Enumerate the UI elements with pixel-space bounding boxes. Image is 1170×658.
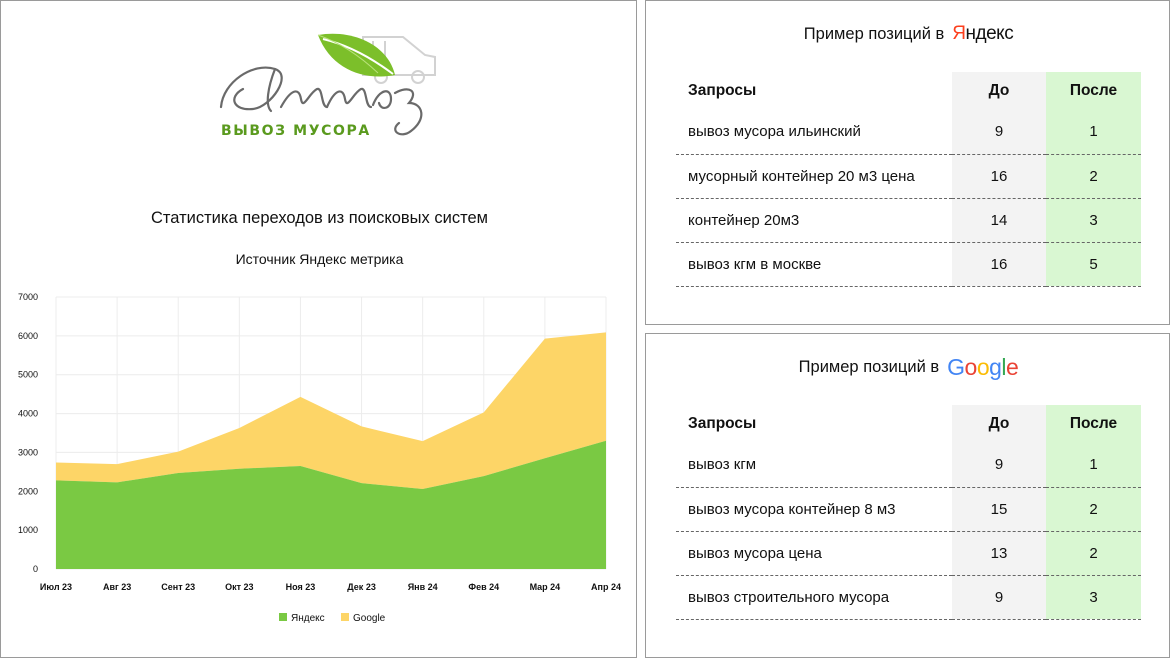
legend-swatch-yandex bbox=[279, 613, 287, 621]
google-logo: Google bbox=[947, 353, 1019, 381]
before-cell: 9 bbox=[952, 575, 1046, 620]
query-cell: мусорный контейнер 20 м3 цена bbox=[676, 154, 952, 199]
y-tick-label: 6000 bbox=[18, 331, 38, 341]
query-cell: вывоз строительного мусора bbox=[676, 575, 952, 620]
column-header-after: После bbox=[1046, 72, 1141, 110]
after-cell: 2 bbox=[1046, 531, 1141, 576]
y-tick-label: 1000 bbox=[18, 525, 38, 535]
query-cell: вывоз мусора контейнер 8 м3 bbox=[676, 487, 952, 532]
yandex-header-text: Пример позиций в bbox=[803, 24, 945, 43]
yandex-logo: Яндекс bbox=[952, 23, 1013, 45]
yandex-positions-panel: Пример позиций в Яндекс Запросы До После… bbox=[645, 0, 1170, 325]
column-header-queries: Запросы bbox=[688, 82, 757, 99]
chart-subtitle: Источник Яндекс метрика bbox=[235, 251, 404, 267]
query-cell: контейнер 20м3 bbox=[676, 198, 952, 243]
before-cell: 15 bbox=[952, 487, 1046, 532]
chart-title: Статистика переходов из поисковых систем bbox=[151, 209, 488, 227]
table-row: вывоз строительного мусора 9 3 bbox=[676, 575, 1141, 620]
google-logo-letter: o bbox=[964, 353, 978, 380]
legend-swatch-google bbox=[341, 613, 349, 621]
before-cell: 16 bbox=[952, 154, 1046, 199]
x-tick-label: Ноя 23 bbox=[286, 582, 316, 592]
google-logo-letter: e bbox=[1006, 353, 1019, 380]
query-cell: вывоз мусора ильинский bbox=[676, 110, 952, 155]
logo-script-lettering bbox=[219, 66, 423, 136]
yandex-logo-rest: ндекс bbox=[965, 23, 1014, 44]
query-cell: вывоз кгм bbox=[676, 443, 952, 488]
google-logo-letter: o bbox=[976, 353, 990, 380]
table-header-row: Запросы До После bbox=[676, 405, 1141, 443]
table-header-row: Запросы До После bbox=[676, 72, 1141, 110]
column-header-before: До bbox=[952, 405, 1046, 443]
statistics-panel: ВЫВОЗ МУСОРА Статистика переходов из пои… bbox=[0, 0, 637, 658]
query-cell: вывоз кгм в москве bbox=[676, 242, 952, 287]
after-cell: 2 bbox=[1046, 487, 1141, 532]
column-header-before: До bbox=[952, 72, 1046, 110]
yandex-area bbox=[56, 440, 606, 569]
x-tick-label: Окт 23 bbox=[225, 582, 253, 592]
before-cell: 16 bbox=[952, 242, 1046, 287]
after-cell: 5 bbox=[1046, 242, 1141, 287]
column-header-after: После bbox=[1046, 405, 1141, 443]
y-tick-label: 5000 bbox=[18, 370, 38, 380]
table-row: контейнер 20м3 14 3 bbox=[676, 198, 1141, 243]
before-cell: 14 bbox=[952, 198, 1046, 243]
x-tick-label: Авг 23 bbox=[103, 582, 131, 592]
y-tick-label: 2000 bbox=[18, 486, 38, 496]
after-cell: 1 bbox=[1046, 110, 1141, 155]
x-tick-label: Янв 24 bbox=[408, 582, 438, 592]
after-cell: 3 bbox=[1046, 198, 1141, 243]
column-header-queries: Запросы bbox=[688, 415, 757, 432]
logo-tagline: ВЫВОЗ МУСОРА bbox=[221, 123, 371, 139]
before-cell: 9 bbox=[952, 443, 1046, 488]
table-row: вывоз мусора ильинский 9 1 bbox=[676, 110, 1141, 155]
table-row: вывоз мусора цена 13 2 bbox=[676, 531, 1141, 576]
query-cell: вывоз мусора цена bbox=[676, 531, 952, 576]
leaf-icon bbox=[317, 33, 395, 77]
y-tick-label: 3000 bbox=[18, 447, 38, 457]
table-row: вывоз мусора контейнер 8 м3 15 2 bbox=[676, 487, 1141, 532]
google-logo-letter: G bbox=[947, 353, 965, 380]
google-area bbox=[56, 332, 606, 489]
y-tick-label: 7000 bbox=[18, 292, 38, 302]
traffic-area-chart: 0 1000 2000 3000 4000 5000 6000 7000 Июл 23 Авг 2… bbox=[18, 292, 621, 624]
after-cell: 1 bbox=[1046, 443, 1141, 488]
google-logo-letter: l bbox=[1001, 353, 1007, 380]
legend-label-google: Google bbox=[353, 613, 386, 624]
table-row: вывоз кгм 9 1 bbox=[676, 443, 1141, 488]
x-tick-label: Дек 23 bbox=[347, 582, 376, 592]
google-header-text: Пример позиций в bbox=[798, 357, 940, 376]
x-tick-label: Мар 24 bbox=[530, 582, 561, 592]
google-positions-panel: Пример позиций в Google Запросы До После… bbox=[645, 333, 1170, 658]
legend-label-yandex: Яндекс bbox=[291, 613, 325, 624]
company-logo bbox=[219, 33, 436, 136]
table-row: мусорный контейнер 20 м3 цена 16 2 bbox=[676, 154, 1141, 199]
y-tick-label: 0 bbox=[33, 564, 38, 574]
yandex-panel-header: Пример позиций в Яндекс bbox=[646, 19, 1170, 49]
yandex-positions-table: Запросы До После вывоз мусора ильинский … bbox=[676, 72, 1141, 287]
after-cell: 2 bbox=[1046, 154, 1141, 199]
x-tick-label: Июл 23 bbox=[40, 582, 72, 592]
table-row: вывоз кгм в москве 16 5 bbox=[676, 242, 1141, 287]
x-tick-label: Фев 24 bbox=[468, 582, 499, 592]
google-panel-header: Пример позиций в Google bbox=[646, 352, 1170, 382]
before-cell: 13 bbox=[952, 531, 1046, 576]
x-tick-label: Апр 24 bbox=[591, 582, 621, 592]
google-logo-letter: g bbox=[989, 353, 1002, 380]
before-cell: 9 bbox=[952, 110, 1046, 155]
y-tick-label: 4000 bbox=[18, 409, 38, 419]
x-tick-label: Сент 23 bbox=[161, 582, 195, 592]
google-positions-table: Запросы До После вывоз кгм 9 1 вывоз мус… bbox=[676, 405, 1141, 620]
yandex-logo-first-letter: Я bbox=[952, 23, 966, 44]
after-cell: 3 bbox=[1046, 575, 1141, 620]
